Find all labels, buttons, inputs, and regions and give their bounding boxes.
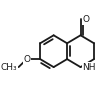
Text: O: O (82, 15, 89, 24)
Text: CH₃: CH₃ (1, 63, 17, 72)
Text: O: O (23, 55, 30, 64)
Text: NH: NH (82, 63, 96, 72)
